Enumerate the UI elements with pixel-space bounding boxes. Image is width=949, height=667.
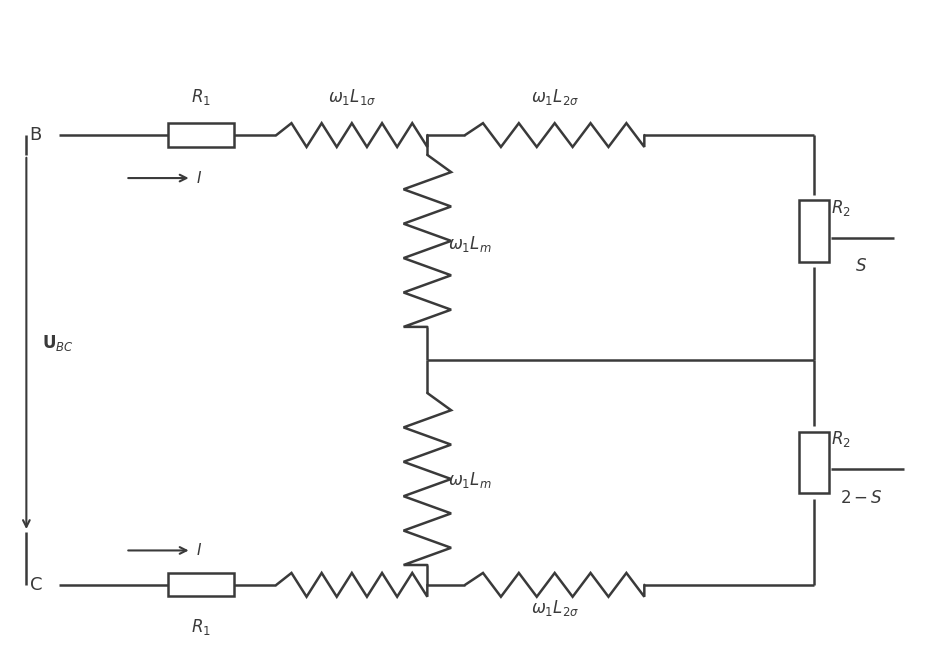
Text: $S$: $S$ bbox=[855, 257, 867, 275]
Text: $\omega_1 L_{1\sigma}$: $\omega_1 L_{1\sigma}$ bbox=[327, 87, 376, 107]
Text: $R_1$: $R_1$ bbox=[191, 87, 211, 107]
Text: $2-S$: $2-S$ bbox=[840, 489, 883, 507]
Text: $R_2$: $R_2$ bbox=[831, 430, 851, 450]
Text: $R_2$: $R_2$ bbox=[831, 197, 851, 217]
Text: $\omega_1 L_m$: $\omega_1 L_m$ bbox=[448, 234, 492, 254]
Bar bbox=[799, 432, 829, 494]
Bar bbox=[799, 200, 829, 262]
Text: C: C bbox=[29, 576, 42, 594]
Text: $I$: $I$ bbox=[196, 170, 202, 186]
Bar bbox=[168, 573, 233, 596]
Bar bbox=[168, 123, 233, 147]
Text: $\omega_1 L_{2\sigma}$: $\omega_1 L_{2\sigma}$ bbox=[530, 87, 579, 107]
Text: $\omega_1 L_{2\sigma}$: $\omega_1 L_{2\sigma}$ bbox=[530, 598, 579, 618]
Text: $I$: $I$ bbox=[196, 542, 202, 558]
Text: $\mathbf{U}_{BC}$: $\mathbf{U}_{BC}$ bbox=[43, 334, 74, 354]
Text: B: B bbox=[29, 126, 42, 144]
Text: $\omega_1 L_m$: $\omega_1 L_m$ bbox=[448, 470, 492, 490]
Text: $R_1$: $R_1$ bbox=[191, 616, 211, 636]
